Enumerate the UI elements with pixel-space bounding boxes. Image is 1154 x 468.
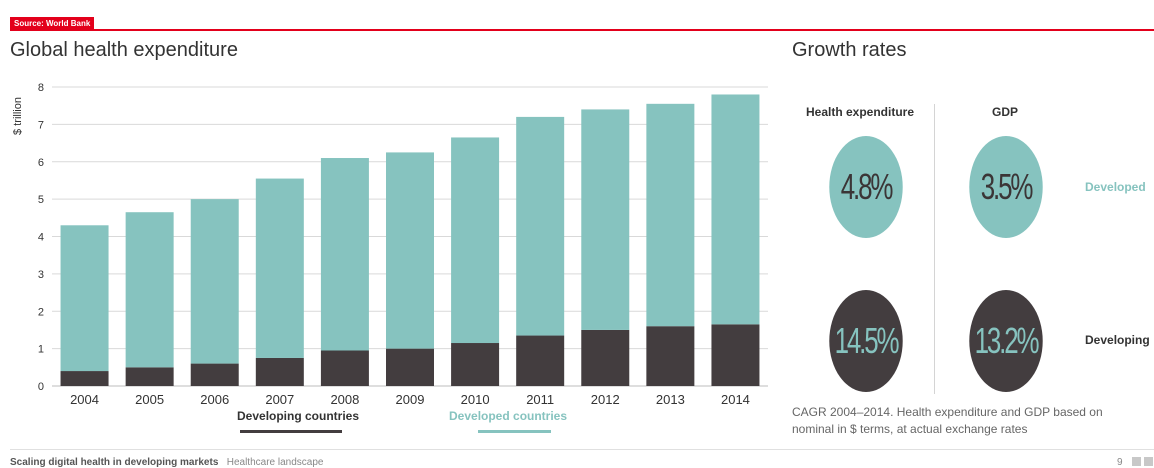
x-tick-label: 2012 [591, 392, 620, 407]
developed-health-bubble: 4.8% [829, 136, 903, 238]
y-tick-label: 5 [38, 194, 44, 206]
bar-developing-2014 [711, 324, 760, 386]
x-tick-label: 2014 [721, 392, 750, 407]
bar-developing-2008 [320, 350, 369, 386]
bar-developing-2004 [60, 371, 109, 386]
y-tick-label: 0 [38, 381, 44, 393]
bar-developing-2012 [581, 329, 630, 386]
bar-developed-2014 [711, 94, 760, 325]
legend-developing-line [240, 430, 342, 433]
prev-page-icon[interactable] [1132, 457, 1141, 466]
header-health-expenditure: Health expenditure [805, 105, 915, 119]
y-tick-label: 2 [38, 306, 44, 318]
bar-developing-2005 [125, 367, 174, 386]
footer: Scaling digital health in developing mar… [10, 457, 323, 468]
developed-gdp-bubble: 3.5% [969, 136, 1043, 238]
y-axis-label: $ trillion [12, 97, 24, 135]
footer-rule [10, 449, 1154, 450]
legend-developing-label: Developing countries [237, 409, 360, 423]
y-tick-label: 4 [38, 232, 44, 244]
footer-report-title: Scaling digital health in developing mar… [10, 457, 219, 468]
legend-developed-label: Developed countries [449, 409, 568, 423]
bar-developed-2005 [125, 212, 174, 368]
y-tick-label: 6 [38, 157, 44, 169]
x-tick-label: 2009 [396, 392, 425, 407]
next-page-icon[interactable] [1144, 457, 1153, 466]
top-rule [10, 29, 1154, 31]
developing-row-label: Developing [1085, 333, 1150, 347]
x-tick-label: 2006 [200, 392, 229, 407]
x-tick-label: 2011 [526, 392, 554, 407]
health-expenditure-chart: 0 1 2 3 4 5 6 7 8 $ trillion 2004 2005 2006 2007 2008 2… [12, 82, 768, 407]
bar-developing-2006 [190, 363, 239, 386]
bar-developing-2007 [255, 357, 304, 386]
header-gdp: GDP [991, 105, 1018, 119]
x-tick-label: 2008 [330, 392, 359, 407]
column-divider [934, 104, 935, 394]
y-tick-label: 3 [38, 269, 44, 281]
bar-developed-2008 [320, 158, 369, 351]
x-tick-label: 2007 [265, 392, 294, 407]
bar-developed-2004 [60, 225, 109, 372]
x-tick-label: 2013 [656, 392, 685, 407]
bar-developed-2013 [646, 103, 695, 327]
bar-developed-2011 [516, 116, 565, 336]
y-tick-label: 1 [38, 344, 44, 356]
bar-developed-2009 [386, 152, 434, 349]
legend-developed-line [478, 430, 551, 433]
bar-developed-2010 [451, 137, 500, 344]
bar-developing-2013 [646, 326, 695, 386]
growth-title: Growth rates [792, 39, 907, 61]
x-tick-label: 2005 [135, 392, 164, 407]
developing-gdp-bubble: 13.2% [969, 290, 1043, 392]
y-tick-label: 7 [38, 119, 44, 131]
x-tick-label: 2004 [70, 392, 99, 407]
developed-row-label: Developed [1085, 180, 1146, 194]
x-tick-label: 2010 [461, 392, 490, 407]
page-number: 9 [1117, 457, 1123, 468]
bar-developing-2009 [386, 348, 434, 386]
bar-developed-2007 [255, 178, 304, 358]
y-tick-label: 8 [38, 82, 44, 94]
chart-title: Global health expenditure [10, 39, 238, 61]
bar-developed-2006 [190, 199, 239, 364]
growth-caption: CAGR 2004–2014. Health expenditure and G… [792, 405, 1103, 436]
bar-developing-2010 [451, 343, 500, 386]
footer-section: Healthcare landscape [226, 457, 324, 468]
bar-developed-2012 [581, 109, 630, 330]
developing-health-bubble: 14.5% [829, 290, 903, 392]
bar-developing-2011 [516, 335, 565, 386]
source-tag: Source: World Bank [10, 17, 95, 30]
